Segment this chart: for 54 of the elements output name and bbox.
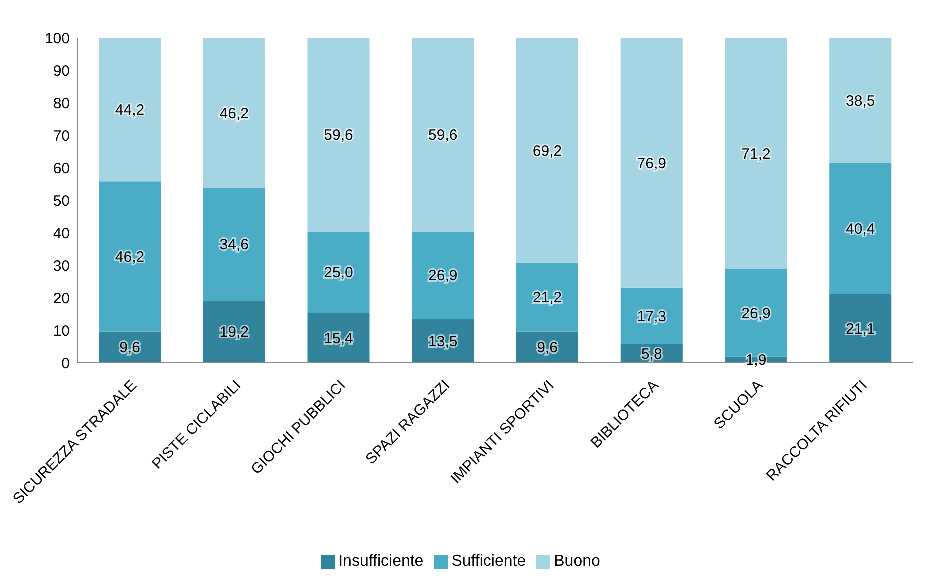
y-tick-label: 10 — [53, 322, 70, 340]
data-label: 5,8 — [641, 346, 662, 363]
data-label: 46,2 — [115, 249, 145, 266]
data-label: 21,1 — [846, 321, 876, 338]
y-tick-label: 60 — [53, 160, 70, 178]
data-label: 19,2 — [220, 324, 249, 342]
bar — [308, 232, 370, 313]
y-tick-label: 70 — [53, 128, 70, 145]
bar — [830, 294, 892, 363]
bar — [203, 38, 266, 188]
y-tick-label: 90 — [53, 62, 70, 80]
legend-label: Sufficiente — [452, 553, 526, 570]
data-label: 13,5 — [428, 333, 458, 350]
y-tick-label: 30 — [53, 258, 70, 275]
y-tick-label: 80 — [53, 95, 70, 112]
data-label: 40,4 — [846, 221, 876, 238]
bar — [620, 288, 683, 344]
y-tick-label: 100 — [44, 30, 70, 48]
data-label: 76,9 — [637, 155, 666, 172]
y-tick-label: 0 — [62, 355, 70, 372]
data-label: 9,6 — [537, 340, 558, 357]
bar — [830, 163, 892, 294]
bar — [516, 262, 578, 332]
legend-label: Buono — [554, 553, 600, 570]
bar — [516, 38, 578, 263]
data-label: 21,2 — [532, 290, 562, 307]
data-label: 44,2 — [115, 102, 145, 120]
bar — [203, 188, 266, 301]
bar — [308, 38, 370, 232]
data-label: 71,2 — [742, 146, 771, 164]
data-label: 38,5 — [846, 92, 876, 110]
data-label: 34,6 — [220, 236, 249, 254]
data-label: 9,6 — [120, 340, 140, 357]
bar — [99, 182, 161, 332]
y-tick-label: 50 — [53, 192, 70, 210]
bar — [830, 38, 892, 164]
data-label: 17,3 — [637, 308, 666, 326]
data-label: 25,0 — [324, 264, 354, 282]
data-label: 59,6 — [428, 127, 458, 144]
data-label: 26,9 — [428, 268, 458, 285]
bar — [412, 232, 474, 320]
legend-label: Insufficiente — [338, 553, 424, 570]
data-label: 69,2 — [532, 142, 562, 160]
bar — [412, 38, 474, 232]
data-label: 59,6 — [324, 127, 354, 144]
y-tick-label: 20 — [53, 290, 70, 308]
bar — [203, 300, 266, 363]
y-tick-label: 40 — [53, 225, 70, 242]
data-label: 46,2 — [220, 105, 249, 122]
data-label: 26,9 — [742, 305, 771, 322]
bar — [620, 38, 683, 288]
bar — [725, 38, 788, 270]
data-label: 15,4 — [324, 330, 354, 348]
bar — [99, 38, 161, 182]
